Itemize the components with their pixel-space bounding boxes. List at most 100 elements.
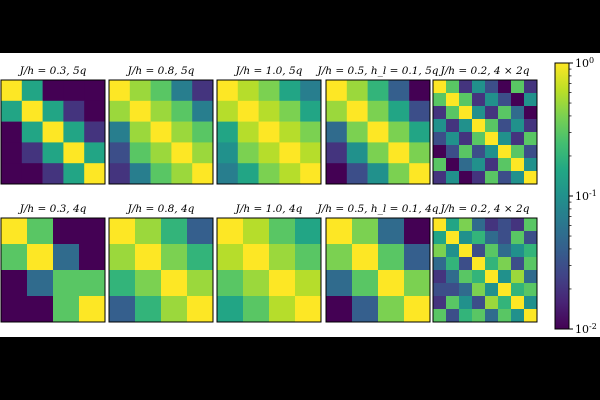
heatmap-cell — [217, 296, 244, 323]
heatmap-cell — [511, 244, 525, 258]
heatmap-cell — [171, 163, 193, 185]
panel-title: J/h = 0.2, 4 × 2q — [439, 65, 530, 77]
panel-title: J/h = 0.5, h_l = 0.1, 5q — [316, 65, 439, 77]
heatmap-cell — [129, 142, 151, 164]
heatmap-cell — [326, 244, 353, 271]
heatmap-cell — [511, 218, 525, 232]
heatmap-cell — [1, 80, 23, 102]
heatmap-cell — [485, 231, 499, 245]
heatmap-cell — [472, 132, 486, 146]
heatmap-cell — [109, 244, 136, 271]
panel-frame — [432, 217, 538, 323]
heatmap-cell — [187, 270, 214, 297]
heatmap-cell — [472, 106, 486, 120]
heatmap-cell — [433, 296, 447, 310]
heatmap-cell — [53, 218, 80, 245]
heatmap-cell — [269, 244, 296, 271]
heatmap-cell — [129, 100, 151, 122]
heatmap-cell — [243, 244, 270, 271]
heatmap-grid-svg: J/h = 0.3, 5q J/h = 0.8, 5q J/h = 1.0, 5q J… — [0, 56, 597, 336]
heatmap-cell — [433, 231, 447, 245]
heatmap-cell — [524, 244, 538, 258]
heatmap-cell — [326, 80, 348, 102]
heatmap-cell — [485, 218, 499, 232]
heatmap-cell — [459, 244, 473, 258]
heatmap-cell — [485, 119, 499, 133]
heatmap-cell — [388, 100, 410, 122]
heatmap-cell — [161, 244, 188, 271]
figure: J/h = 0.3, 5q J/h = 0.8, 5q J/h = 1.0, 5q J… — [0, 53, 600, 337]
heatmap-cell — [367, 121, 389, 143]
heatmap-cell — [446, 257, 460, 271]
heatmap-cell — [498, 145, 512, 159]
heatmap-cell — [84, 100, 106, 122]
heatmap-cell — [326, 121, 348, 143]
heatmap-cell — [258, 163, 280, 185]
heatmap-cell — [63, 163, 85, 185]
heatmap-cell — [279, 163, 301, 185]
heatmap-cell — [27, 270, 54, 297]
heatmap-cell — [459, 145, 473, 159]
heatmap-cell — [409, 100, 431, 122]
heatmap-cell — [524, 80, 538, 94]
heatmap-cell — [217, 80, 239, 102]
colorbar-tick-label: 100 — [575, 56, 594, 70]
heatmap-cell — [269, 270, 296, 297]
heatmap-cell — [498, 309, 512, 323]
heatmap-cell — [109, 142, 131, 164]
heatmap-cell — [433, 257, 447, 271]
heatmap-cell — [388, 121, 410, 143]
heatmap-cell — [472, 145, 486, 159]
heatmap-cell — [498, 283, 512, 297]
heatmap-cell — [367, 100, 389, 122]
heatmap-cell — [346, 100, 368, 122]
heatmap-cell — [459, 93, 473, 107]
heatmap-cell — [217, 270, 244, 297]
heatmap-cell — [511, 132, 525, 146]
heatmap-cell — [326, 296, 353, 323]
heatmap-cell — [243, 218, 270, 245]
heatmap-cell — [433, 119, 447, 133]
heatmap-cell — [367, 163, 389, 185]
heatmap-cell — [472, 158, 486, 172]
heatmap-cell — [243, 296, 270, 323]
heatmap-cell — [498, 106, 512, 120]
heatmap-cell — [326, 270, 353, 297]
heatmap-cell — [524, 283, 538, 297]
heatmap-cell — [21, 163, 43, 185]
heatmap-cell — [485, 171, 499, 185]
heatmap-cell — [161, 270, 188, 297]
heatmap-cell — [300, 121, 322, 143]
heatmap-cell — [352, 270, 379, 297]
heatmap-cell — [187, 218, 214, 245]
heatmap-panel: J/h = 0.8, 4q — [108, 203, 214, 323]
heatmap-cell — [409, 142, 431, 164]
heatmap-cell — [485, 257, 499, 271]
heatmap-cell — [472, 218, 486, 232]
heatmap-cell — [459, 106, 473, 120]
heatmap-cell — [326, 100, 348, 122]
panel-title: J/h = 1.0, 5q — [234, 65, 303, 77]
heatmap-cell — [485, 283, 499, 297]
panel-title: J/h = 0.8, 4q — [126, 203, 195, 215]
heatmap-cell — [433, 158, 447, 172]
heatmap-cell — [511, 106, 525, 120]
heatmap-cell — [21, 142, 43, 164]
heatmap-cell — [237, 121, 259, 143]
heatmap-cell — [459, 171, 473, 185]
heatmap-panel: J/h = 0.3, 4q — [0, 203, 106, 323]
heatmap-cell — [269, 296, 296, 323]
heatmap-cell — [217, 142, 239, 164]
heatmap-cell — [472, 257, 486, 271]
heatmap-cell — [433, 171, 447, 185]
heatmap-cell — [433, 132, 447, 146]
heatmap-cell — [27, 218, 54, 245]
heatmap-cell — [511, 257, 525, 271]
heatmap-cell — [511, 80, 525, 94]
panel-frame — [432, 79, 538, 185]
heatmap-cell — [472, 93, 486, 107]
heatmap-cell — [171, 80, 193, 102]
heatmap-panel: J/h = 0.3, 5q — [0, 65, 106, 185]
heatmap-cell — [21, 100, 43, 122]
heatmap-cell — [53, 296, 80, 323]
